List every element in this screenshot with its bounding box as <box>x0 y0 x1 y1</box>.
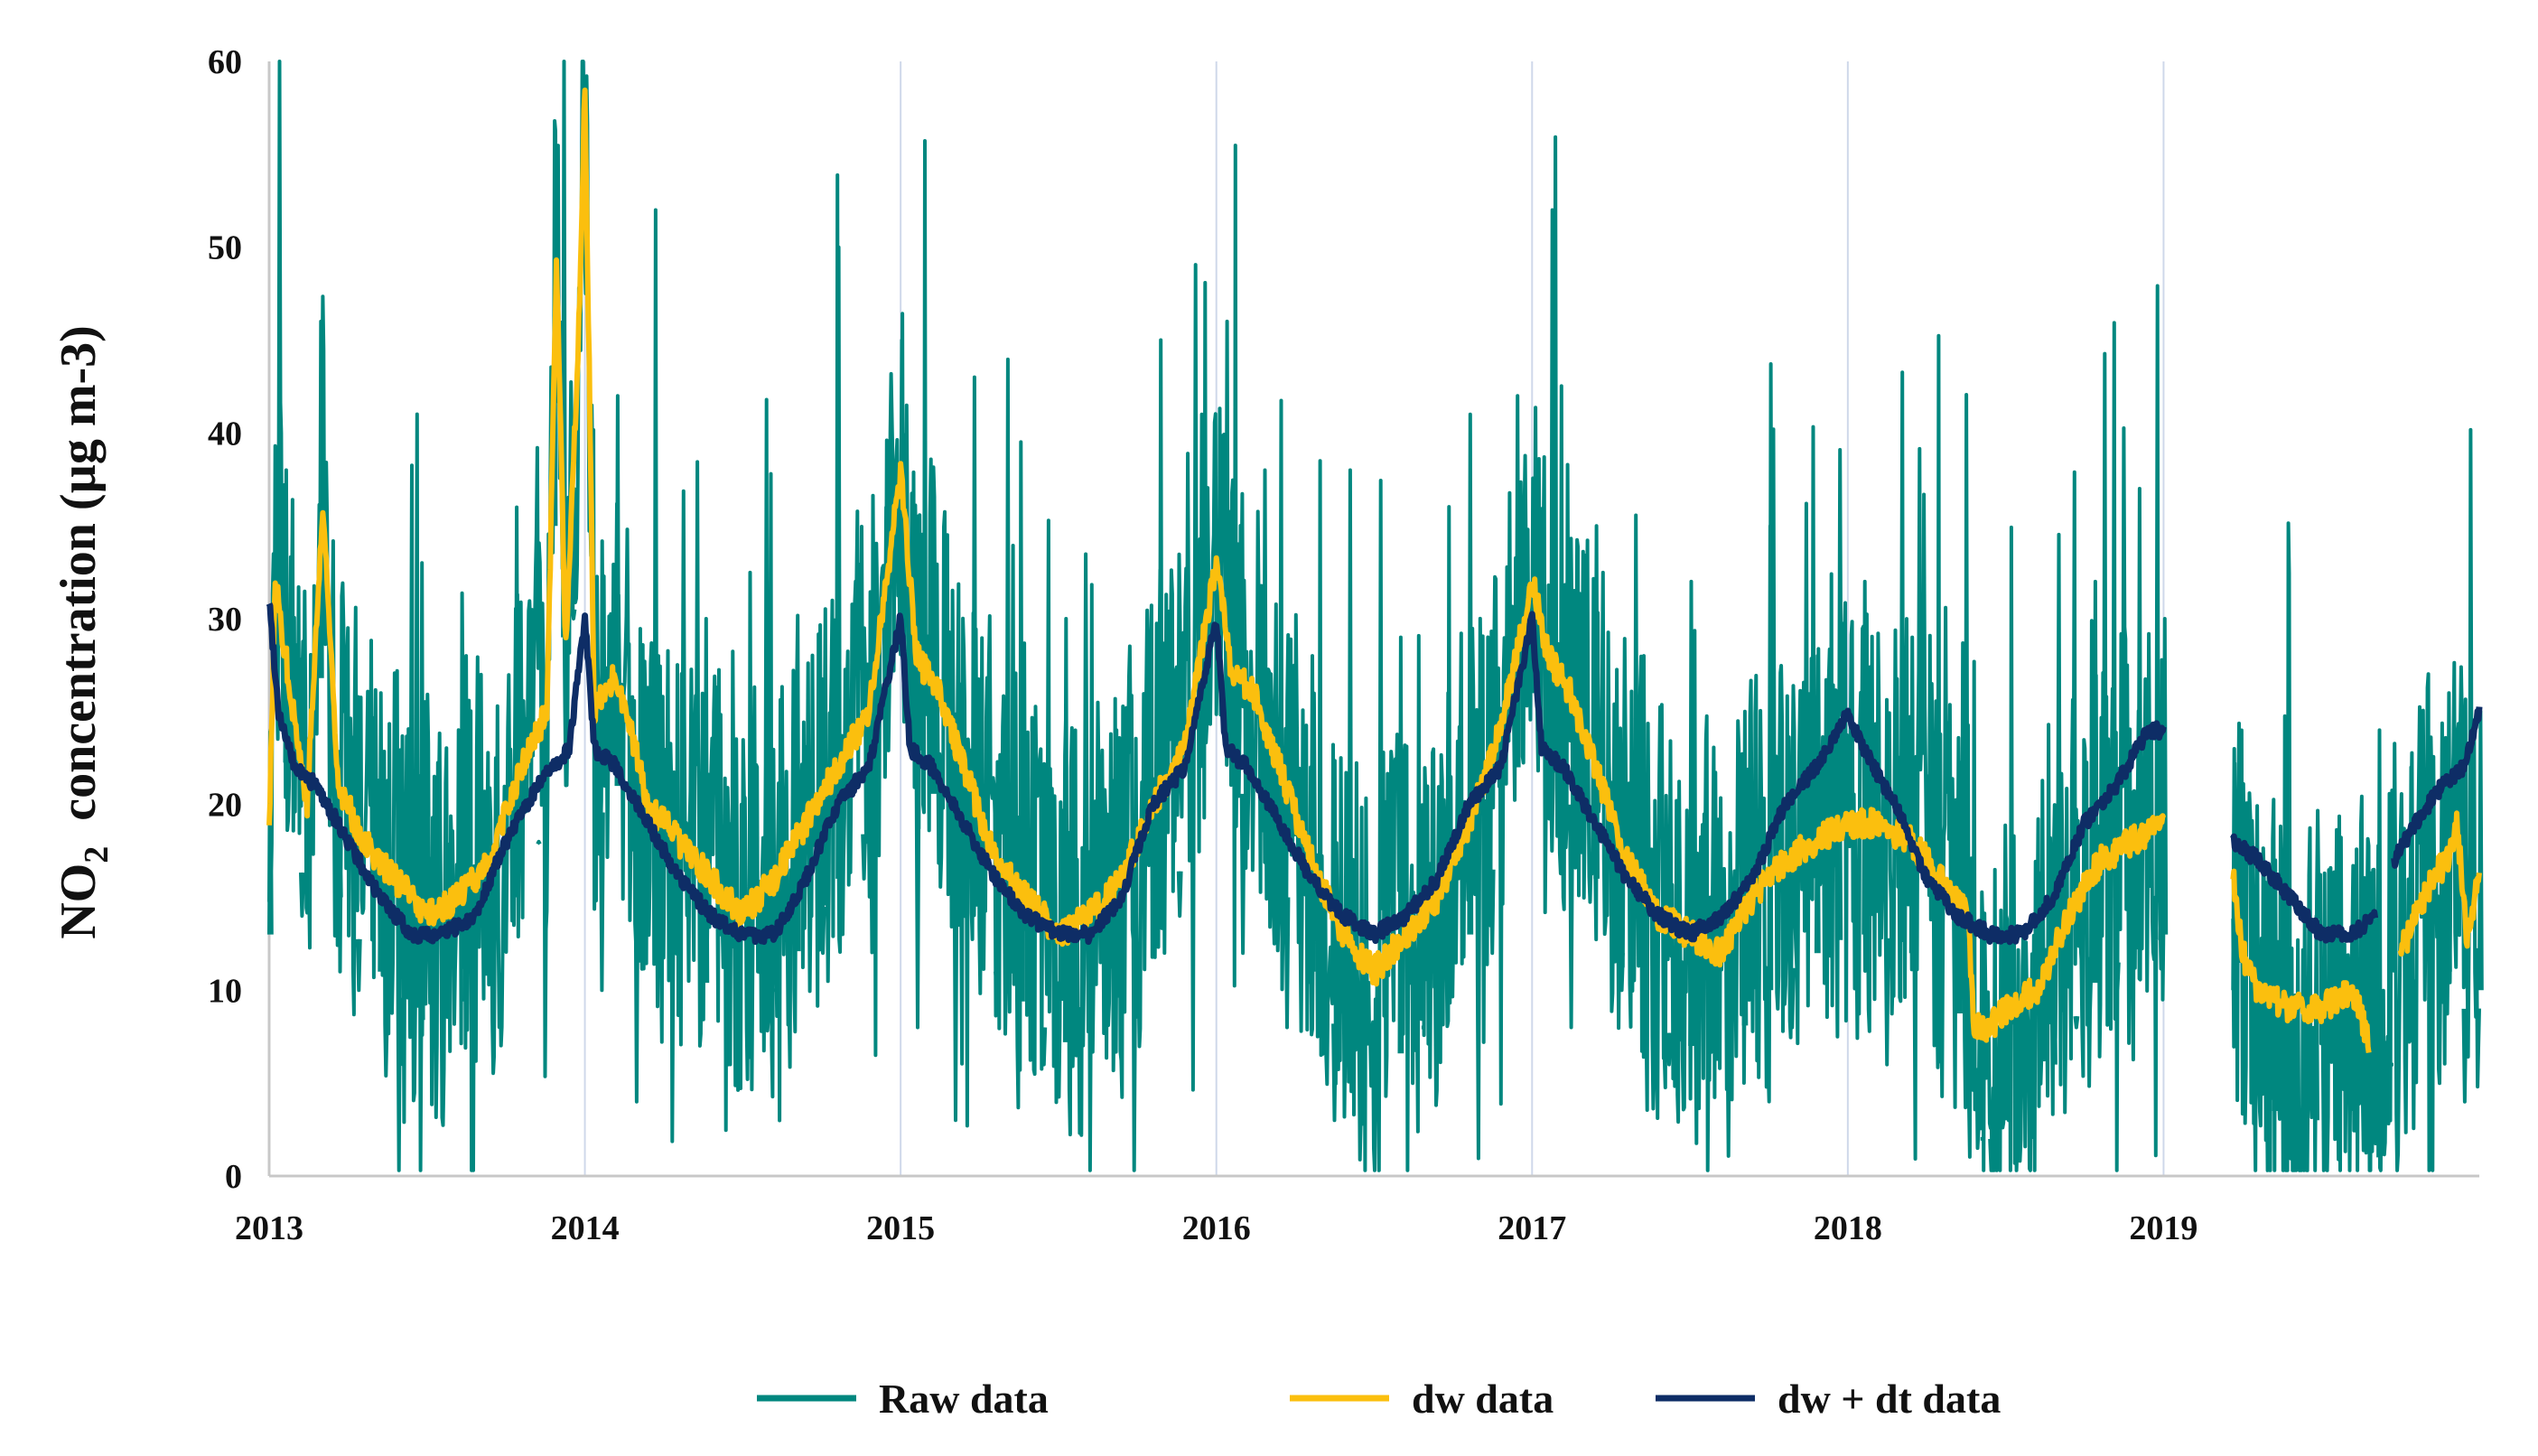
y-axis-title-suffix: concentration (µg m-3) <box>51 325 107 846</box>
y-tick-20: 20 <box>208 787 242 825</box>
y-axis-title: NO2 concentration (µg m-3) <box>51 325 116 939</box>
y-axis-title-prefix: NO <box>51 863 107 939</box>
y-tick-50: 50 <box>208 229 242 267</box>
dw-data-line-segment-1 <box>266 87 2167 1043</box>
legend: Raw data dw data dw + dt data <box>757 1376 2001 1422</box>
x-tick-labels: 2013 2014 2015 2016 2017 2018 2019 <box>235 1209 2197 1247</box>
raw-data-line-segment-1 <box>267 60 2169 1172</box>
x-tick-2017: 2017 <box>1498 1209 1566 1247</box>
y-tick-labels: 0 10 20 30 40 50 60 <box>208 43 242 1196</box>
dw-dt-data-line-segment-3 <box>2391 706 2483 869</box>
y-tick-40: 40 <box>208 415 242 453</box>
x-tick-2016: 2016 <box>1182 1209 1251 1247</box>
y-tick-30: 30 <box>208 601 242 639</box>
x-tick-2019: 2019 <box>2129 1209 2197 1247</box>
legend-label-dw-dt-data: dw + dt data <box>1778 1376 2001 1422</box>
y-axis-title-subscript: 2 <box>78 846 116 863</box>
x-tick-2018: 2018 <box>1814 1209 1882 1247</box>
series-lines <box>266 60 2484 1172</box>
x-tick-2015: 2015 <box>866 1209 935 1247</box>
y-tick-60: 60 <box>208 43 242 81</box>
dw-dt-data-line-segment-1 <box>266 602 2167 946</box>
legend-label-dw-data: dw data <box>1412 1376 1554 1422</box>
x-tick-2014: 2014 <box>551 1209 620 1247</box>
raw-data-line-segment-2 <box>2231 427 2484 1172</box>
y-tick-10: 10 <box>208 972 242 1010</box>
dw-data-line-segment-2 <box>2230 868 2372 1053</box>
legend-label-raw-data: Raw data <box>879 1376 1049 1422</box>
y-tick-0: 0 <box>225 1158 242 1196</box>
x-tick-2013: 2013 <box>235 1209 303 1247</box>
dw-dt-data-line-segment-2 <box>2230 833 2379 944</box>
dw-data-line-segment-3 <box>2397 810 2482 957</box>
